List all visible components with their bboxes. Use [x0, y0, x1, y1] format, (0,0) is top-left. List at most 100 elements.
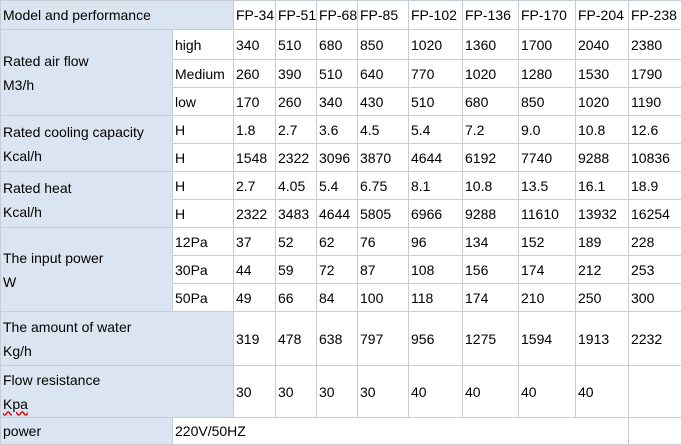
value-cell: 6966	[409, 200, 463, 228]
value-cell: 170	[234, 88, 276, 116]
value-cell: 134	[463, 228, 519, 256]
value-cell: 12.6	[629, 116, 681, 144]
value-cell: 1275	[463, 312, 519, 366]
value-cell: 6.75	[358, 172, 409, 200]
empty-cell	[629, 418, 681, 445]
empty-cell	[629, 366, 681, 418]
value-cell: 2040	[576, 30, 629, 60]
value-cell: 3483	[276, 200, 317, 228]
value-cell: 10.8	[463, 172, 519, 200]
value-cell: 30	[317, 366, 358, 418]
value-cell: 4644	[317, 200, 358, 228]
label-line: W	[3, 270, 170, 294]
value-cell: 2.7	[276, 116, 317, 144]
label-line: Kcal/h	[3, 200, 170, 224]
value-cell: 1280	[519, 60, 576, 88]
value-cell: 7.2	[463, 116, 519, 144]
value-cell: 3870	[358, 144, 409, 172]
value-cell: 850	[519, 88, 576, 116]
value-cell: 680	[317, 30, 358, 60]
group-label: Flow resistance Kpa	[1, 366, 234, 418]
header-cell: FP-85	[358, 1, 409, 30]
value-cell: 40	[576, 366, 629, 418]
value-cell: 5805	[358, 200, 409, 228]
value-cell: 13.5	[519, 172, 576, 200]
spellcheck-mark: Kpa	[3, 396, 28, 412]
value-cell: 118	[409, 284, 463, 312]
value-cell: 228	[629, 228, 681, 256]
value-cell: 300	[629, 284, 681, 312]
value-cell: 13932	[576, 200, 629, 228]
header-cell: FP-136	[463, 1, 519, 30]
header-cell: Model and performance	[1, 1, 234, 30]
value-cell: 250	[576, 284, 629, 312]
label-line: Rated air flow	[3, 49, 170, 73]
header-cell: FP-204	[576, 1, 629, 30]
value-cell: 1594	[519, 312, 576, 366]
value-cell: 30	[276, 366, 317, 418]
value-cell: 96	[409, 228, 463, 256]
label-line: Kcal/h	[3, 144, 170, 168]
value-cell: 5.4	[317, 172, 358, 200]
value-cell: 87	[358, 256, 409, 284]
value-cell: 1790	[629, 60, 681, 88]
value-cell: 510	[409, 88, 463, 116]
value-cell: 510	[276, 30, 317, 60]
value-cell: 9288	[463, 200, 519, 228]
value-cell: 18.9	[629, 172, 681, 200]
value-cell: 72	[317, 256, 358, 284]
value-cell: 260	[276, 88, 317, 116]
header-cell: FP-51	[276, 1, 317, 30]
value-cell: 174	[463, 284, 519, 312]
value-cell: 62	[317, 228, 358, 256]
value-cell: 16254	[629, 200, 681, 228]
condition-cell: 50Pa	[173, 284, 234, 312]
value-cell: 174	[519, 256, 576, 284]
value-cell: 84	[317, 284, 358, 312]
power-label: power	[1, 418, 173, 445]
value-cell: 2.7	[234, 172, 276, 200]
value-cell: 2232	[629, 312, 681, 366]
value-cell: 2322	[234, 200, 276, 228]
condition-cell: H	[173, 200, 234, 228]
label-line: The input power	[3, 246, 170, 270]
value-cell: 956	[409, 312, 463, 366]
value-cell: 1020	[409, 30, 463, 60]
value-cell: 1190	[629, 88, 681, 116]
value-cell: 30	[234, 366, 276, 418]
label-line: M3/h	[3, 73, 170, 97]
value-cell: 1.8	[234, 116, 276, 144]
condition-cell: H	[173, 172, 234, 200]
value-cell: 430	[358, 88, 409, 116]
value-cell: 40	[409, 366, 463, 418]
value-cell: 49	[234, 284, 276, 312]
header-cell: FP-170	[519, 1, 576, 30]
value-cell: 156	[463, 256, 519, 284]
value-cell: 16.1	[576, 172, 629, 200]
header-cell: FP-238	[629, 1, 681, 30]
label-line: Flow resistance	[3, 368, 231, 392]
header-cell: FP-68	[317, 1, 358, 30]
value-cell: 797	[358, 312, 409, 366]
value-cell: 66	[276, 284, 317, 312]
condition-cell: 30Pa	[173, 256, 234, 284]
condition-cell: H	[173, 144, 234, 172]
value-cell: 76	[358, 228, 409, 256]
value-cell: 2380	[629, 30, 681, 60]
value-cell: 1020	[576, 88, 629, 116]
value-cell: 253	[629, 256, 681, 284]
label-line: Kpa	[3, 392, 231, 416]
value-cell: 770	[409, 60, 463, 88]
value-cell: 340	[317, 88, 358, 116]
value-cell: 638	[317, 312, 358, 366]
value-cell: 478	[276, 312, 317, 366]
value-cell: 319	[234, 312, 276, 366]
